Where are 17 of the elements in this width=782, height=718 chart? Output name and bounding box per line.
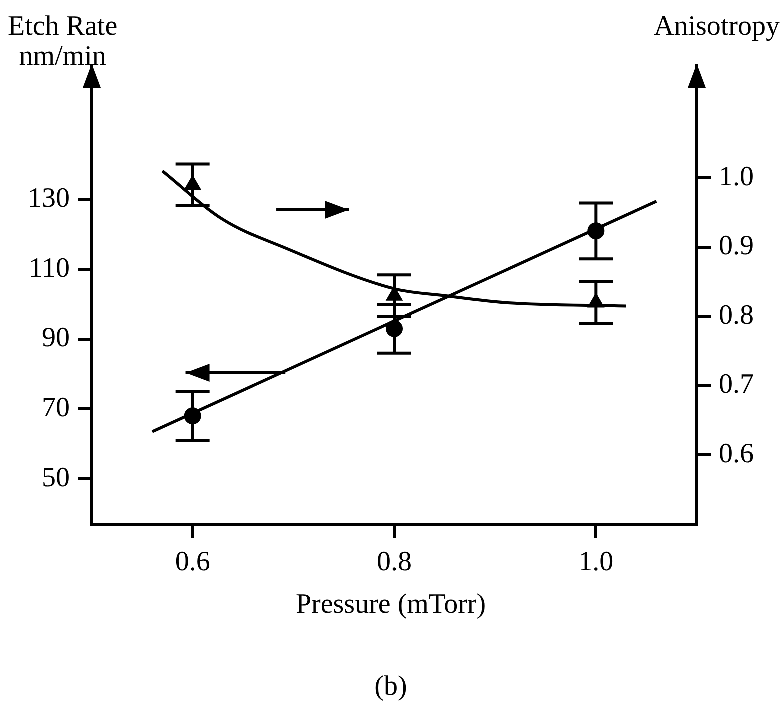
y-tick-label: 90	[42, 322, 70, 354]
y2-tick-label: 0.7	[719, 369, 754, 400]
y-tick-label: 110	[29, 252, 70, 284]
y2-tick-label: 1.0	[719, 161, 754, 192]
y-tick-label: 130	[28, 183, 70, 214]
y-axis-title: Etch Rate nm/min	[8, 11, 118, 72]
y2-tick-label: 0.6	[719, 438, 754, 470]
x-tick-label: 0.6	[175, 546, 210, 578]
y-tick-label: 50	[42, 462, 70, 494]
x-tick-label: 1.0	[578, 546, 614, 578]
text: (b)	[374, 671, 408, 702]
y2-tick-label: 0.9	[719, 230, 754, 262]
x-axis-title: Pressure (mTorr)	[294, 589, 488, 620]
x-tick-label: 0.8	[377, 546, 412, 578]
y2-tick-label: 0.8	[719, 300, 754, 331]
y2-axis-title: Anisotropy	[654, 11, 780, 42]
y-tick-label: 70	[42, 392, 70, 424]
